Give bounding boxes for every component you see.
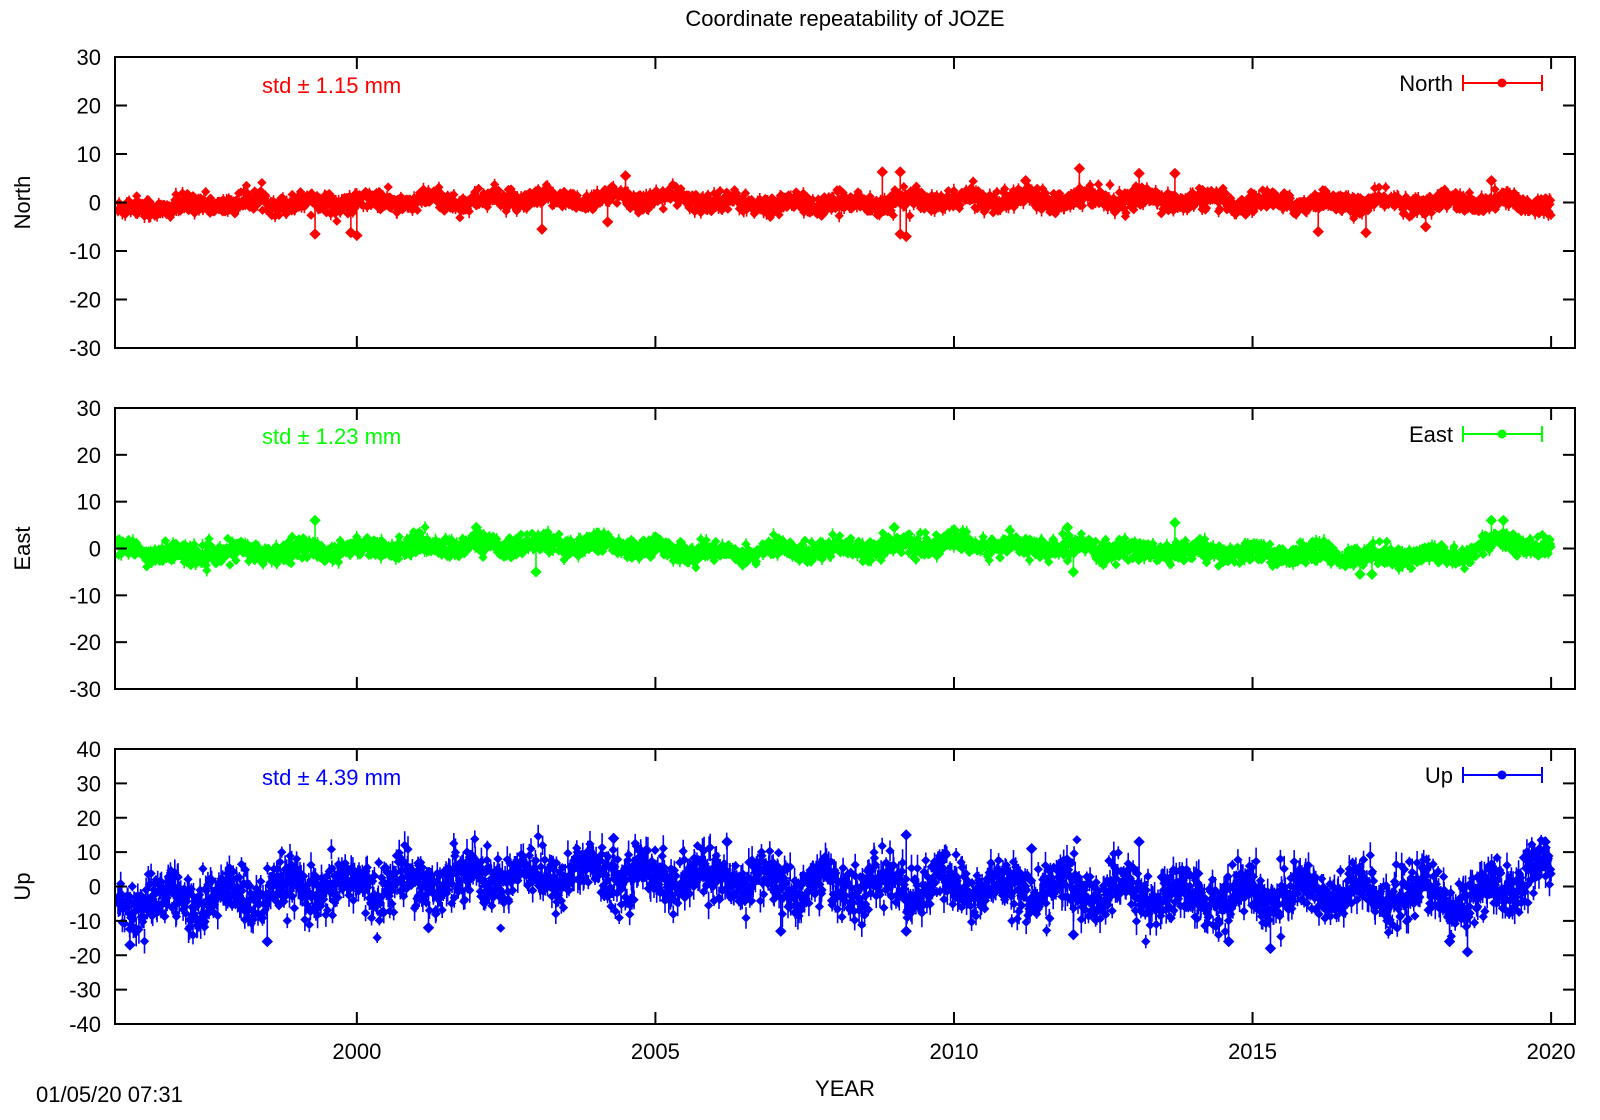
outlier-point xyxy=(619,170,632,182)
std-annotation: std ± 1.15 mm xyxy=(262,73,401,98)
panel-east: East -30 -20 -10 0 10 20 30 East std ± 1.23 mm xyxy=(10,396,1576,702)
data-points xyxy=(115,176,1556,226)
panel-up: Up -40 -30 -20 -10 0 10 20 30 40 Up std ± 4.39 mm xyxy=(10,737,1576,1037)
y-axis-label: Up xyxy=(10,872,35,900)
outlier-point xyxy=(894,166,906,178)
y-tick-label: -20 xyxy=(69,943,101,968)
outlier-point xyxy=(948,524,960,536)
outlier-point xyxy=(1497,514,1510,527)
legend-label: North xyxy=(1399,71,1453,96)
outlier-point xyxy=(1443,935,1456,948)
y-tick-label: 10 xyxy=(77,490,101,515)
y-tick-label: -10 xyxy=(69,583,101,608)
outlier-point xyxy=(1067,928,1080,941)
x-axis-label: YEAR xyxy=(815,1076,875,1101)
outlier-point xyxy=(1264,942,1277,955)
outlier-point xyxy=(422,922,435,934)
outlier-point xyxy=(309,228,321,240)
y-tick-label: -30 xyxy=(69,677,101,702)
x-tick-label: 2015 xyxy=(1228,1039,1277,1064)
outlier-point xyxy=(351,229,363,242)
y-tick-label: -20 xyxy=(69,630,101,655)
legend-point xyxy=(1497,429,1507,439)
outlier-point xyxy=(1360,226,1372,239)
outlier-point xyxy=(1485,514,1498,527)
outlier-point xyxy=(775,925,787,937)
outlier-point xyxy=(1019,174,1032,187)
data-points xyxy=(115,824,1556,954)
legend-label: Up xyxy=(1425,763,1453,788)
y-tick-label: 0 xyxy=(89,191,101,216)
outlier-point xyxy=(1354,568,1366,580)
outlier-point xyxy=(530,566,542,578)
y-tick-label: 20 xyxy=(77,806,101,831)
outlier-point xyxy=(900,925,912,937)
std-annotation: std ± 4.39 mm xyxy=(262,765,401,790)
legend-label: East xyxy=(1409,422,1453,447)
y-tick-label: 10 xyxy=(77,142,101,167)
outlier-point xyxy=(1169,167,1181,180)
outlier-point xyxy=(1061,521,1074,534)
outlier-point xyxy=(309,514,321,527)
y-tick-label: 20 xyxy=(77,443,101,468)
x-tick-label: 2005 xyxy=(631,1039,680,1064)
y-tick-label: 30 xyxy=(77,771,101,796)
outlier-point xyxy=(536,223,548,235)
outlier-point xyxy=(876,166,889,178)
legend-point xyxy=(1497,78,1507,88)
y-tick-label: 30 xyxy=(77,396,101,421)
series-north xyxy=(115,162,1556,243)
outlier-point xyxy=(1539,836,1551,848)
timestamp: 01/05/20 07:31 xyxy=(36,1082,183,1107)
outlier-point xyxy=(601,216,614,228)
y-tick-label: 20 xyxy=(77,94,101,119)
y-tick-label: 0 xyxy=(89,537,101,562)
x-tick-label: 2010 xyxy=(930,1039,979,1064)
outlier-point xyxy=(1366,568,1378,580)
outlier-point xyxy=(1222,935,1235,948)
outlier-point xyxy=(124,939,136,951)
y-tick-label: -20 xyxy=(69,288,101,313)
outlier-point xyxy=(900,230,912,243)
data-points xyxy=(115,521,1556,577)
legend-point xyxy=(1497,770,1507,780)
chart-title: Coordinate repeatability of JOZE xyxy=(685,6,1004,31)
outlier-point xyxy=(721,836,733,848)
series-up xyxy=(115,824,1556,958)
outlier-point xyxy=(1133,167,1145,180)
y-tick-label: 0 xyxy=(89,875,101,900)
outlier-point xyxy=(1073,162,1086,175)
y-tick-label: 30 xyxy=(77,45,101,70)
outlier-point xyxy=(1133,836,1145,848)
outlier-point xyxy=(1312,225,1324,238)
outlier-point xyxy=(1025,842,1038,855)
y-tick-label: 40 xyxy=(77,737,101,762)
y-tick-label: 10 xyxy=(77,840,101,865)
panel-north: North -30 -20 -10 0 10 20 30 North std ± 1.15 mm xyxy=(10,45,1576,361)
outlier-point xyxy=(900,829,912,841)
outlier-point xyxy=(261,935,273,948)
x-tick-label: 2000 xyxy=(332,1039,381,1064)
outlier-point xyxy=(1485,174,1498,187)
y-tick-label: -40 xyxy=(69,1012,101,1037)
outlier-point xyxy=(470,521,482,534)
outlier-point xyxy=(1067,566,1080,578)
outlier-point xyxy=(888,521,900,534)
y-axis-label: North xyxy=(10,176,35,230)
y-tick-label: -10 xyxy=(69,239,101,264)
outlier-point xyxy=(607,832,620,845)
y-tick-label: -10 xyxy=(69,909,101,934)
y-axis-label: East xyxy=(10,526,35,570)
y-tick-label: -30 xyxy=(69,978,101,1003)
std-annotation: std ± 1.23 mm xyxy=(262,424,401,449)
series-east xyxy=(115,514,1556,580)
y-tick-label: -30 xyxy=(69,336,101,361)
outlier-point xyxy=(1169,517,1181,529)
x-tick-label: 2020 xyxy=(1527,1039,1576,1064)
outlier-point xyxy=(1461,946,1474,958)
outlier-point xyxy=(1420,221,1432,233)
